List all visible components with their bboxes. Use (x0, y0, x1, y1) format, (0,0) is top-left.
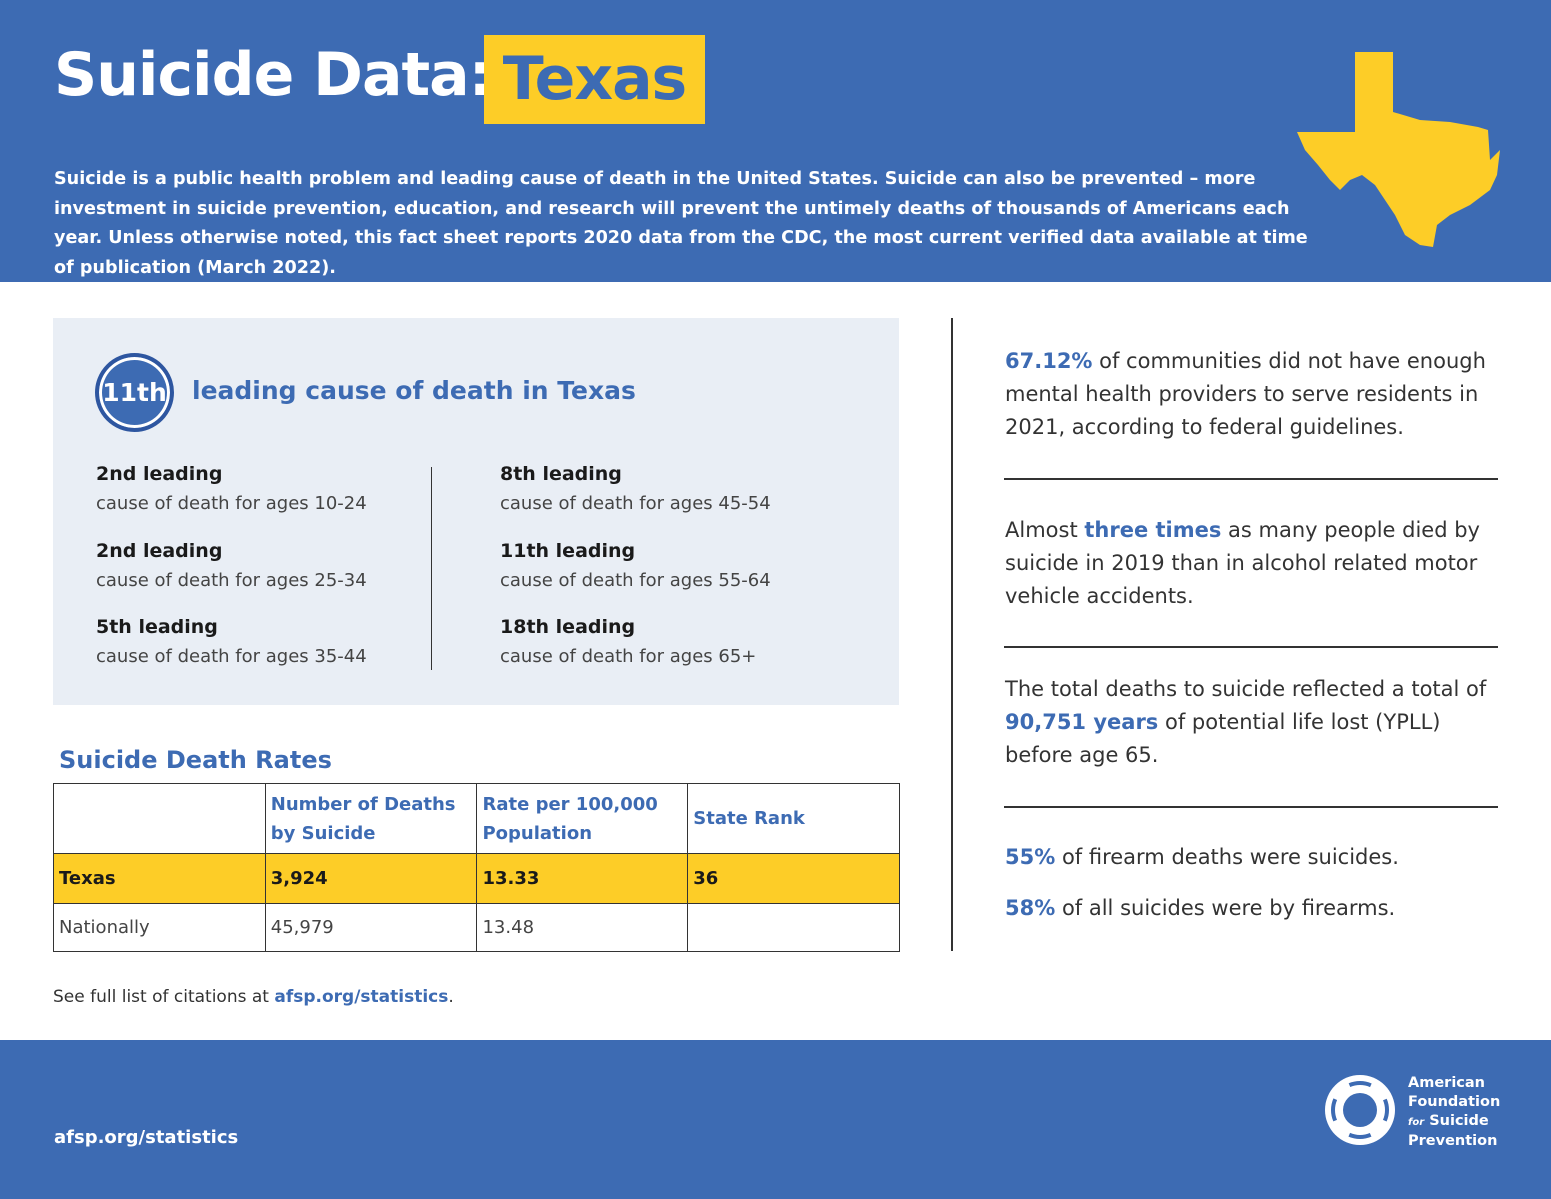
footer (0, 1040, 1551, 1199)
divider (951, 318, 953, 951)
fact-paragraph: 67.12% of communities did not have enoug… (1005, 345, 1498, 444)
table-title: Suicide Death Rates (59, 746, 332, 774)
header-cell: Rate per 100,000 Population (476, 783, 689, 854)
fact-text: The total deaths to suicide reflected a … (1005, 677, 1487, 701)
item-rank: 18th leading (500, 616, 636, 638)
header-cell (53, 783, 266, 854)
item-rank: 5th leading (96, 616, 218, 638)
rank-text: leading cause of death in Texas (192, 376, 636, 405)
fact: 55% of firearm deaths were suicides. 58% … (1005, 841, 1498, 943)
fact-text: Almost (1005, 518, 1085, 542)
texas-map (1297, 52, 1500, 247)
table-cell (687, 903, 900, 952)
table-cell: Nationally (53, 903, 266, 952)
item-rank: 2nd leading (96, 463, 223, 485)
fact-highlight: 90,751 years (1005, 710, 1159, 734)
fact-highlight: 55% (1005, 845, 1056, 869)
leading-panel (53, 318, 899, 705)
citation-text: See full list of citations at (53, 987, 275, 1007)
item-rank: 8th leading (500, 463, 622, 485)
state-label: Texas (484, 35, 705, 124)
logo-for: for (1408, 1117, 1425, 1128)
table-row: Nationally 45,979 13.48 (53, 903, 900, 952)
fact-highlight: 67.12% (1005, 349, 1093, 373)
fact: Almost three times as many people died b… (1005, 514, 1498, 631)
texas-shape (1297, 52, 1500, 247)
table-cell: 36 (687, 853, 900, 904)
table-cell: 13.48 (476, 903, 689, 952)
rank-badge: 11th (95, 353, 174, 432)
item-desc: cause of death for ages 65+ (500, 646, 757, 667)
header (0, 0, 1551, 282)
ring-hole (1343, 1093, 1377, 1127)
fact-paragraph: Almost three times as many people died b… (1005, 514, 1498, 613)
header-cell: Number of Deaths by Suicide (264, 783, 478, 854)
fact-paragraph: 58% of all suicides were by firearms. (1005, 892, 1498, 925)
fact-text: of all suicides were by firearms. (1055, 896, 1396, 920)
table-row: Texas 3,924 13.33 36 (53, 853, 900, 904)
fact-highlight: 58% (1005, 896, 1056, 920)
fact-paragraph: 55% of firearm deaths were suicides. (1005, 841, 1498, 874)
citation-link[interactable]: afsp.org/statistics (274, 987, 449, 1007)
item-rank: 11th leading (500, 539, 636, 562)
citation: See full list of citations at afsp.org/s… (53, 987, 454, 1007)
fact-highlight: three times (1084, 518, 1222, 542)
fact: 67.12% of communities did not have enoug… (1005, 345, 1498, 462)
fact-text: as many people died by suicide in 2019 t… (1005, 518, 1480, 608)
title: Suicide Data: (54, 40, 493, 110)
logo-line: for Suicide (1408, 1112, 1500, 1132)
fact-text: of firearm deaths were suicides. (1055, 845, 1399, 869)
leading-item: 18th leading cause of death for ages 65+ (500, 616, 830, 667)
logo-ring (1325, 1075, 1395, 1145)
fact-paragraph: The total deaths to suicide reflected a … (1005, 673, 1498, 772)
ring-band (1331, 1081, 1389, 1139)
logo-line: Prevention (1408, 1133, 1498, 1149)
fact-text: of communities did not have enough menta… (1005, 349, 1486, 439)
item-desc: cause of death for ages 45-54 (500, 493, 771, 514)
item-rank: 2nd leading (96, 539, 223, 562)
logo-line: Foundation (1408, 1094, 1501, 1110)
item-desc: cause of death for ages 10-24 (96, 493, 367, 514)
leading-item: 5th leading cause of death for ages 35-44 (96, 616, 426, 667)
divider (431, 467, 432, 670)
rule (1004, 478, 1498, 480)
item-desc: cause of death for ages 55-64 (500, 569, 771, 591)
table-cell: 13.33 (476, 853, 689, 904)
citation-end: . (448, 987, 454, 1007)
table-cell: 3,924 (264, 853, 478, 904)
logo-text: American Foundation for Suicide Preventi… (1408, 1074, 1500, 1151)
rates-table: Number of Deaths by Suicide Rate per 100,… (53, 783, 900, 952)
footer-url[interactable]: afsp.org/statistics (54, 1127, 239, 1148)
fact: The total deaths to suicide reflected a … (1005, 673, 1498, 790)
header-cell: State Rank (687, 783, 900, 854)
logo-line: American (1408, 1075, 1485, 1091)
leading-item: 2nd leading cause of death for ages 10-24 (96, 463, 426, 514)
fact-text: of potential life lost (YPLL) before age… (1005, 710, 1441, 767)
leading-item: 2nd leading cause of death for ages 25-34 (96, 540, 426, 591)
intro: Suicide is a public health problem and l… (54, 169, 1308, 278)
rule (1004, 806, 1498, 808)
rule (1004, 646, 1498, 648)
table-cell: 45,979 (264, 903, 478, 952)
table-cell: Texas (53, 853, 266, 904)
leading-item: 11th leading cause of death for ages 55-6… (500, 540, 830, 591)
logo-word: Suicide (1429, 1113, 1489, 1129)
item-desc: cause of death for ages 25-34 (96, 569, 367, 591)
leading-item: 8th leading cause of death for ages 45-54 (500, 463, 830, 514)
item-desc: cause of death for ages 35-44 (96, 646, 367, 667)
table-header: Number of Deaths by Suicide Rate per 100,… (53, 783, 900, 854)
